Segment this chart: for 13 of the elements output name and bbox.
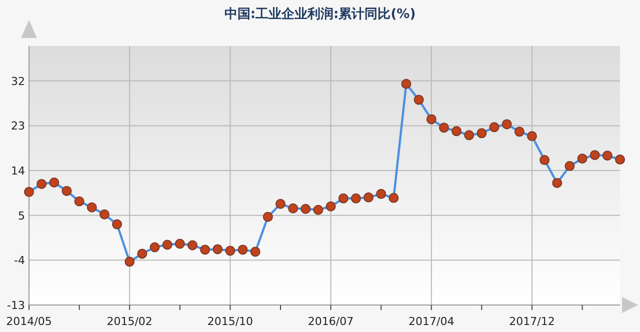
x-tick-label: 2015/10: [207, 315, 254, 328]
x-tick-label: 2017/12: [509, 315, 555, 328]
y-tick-label: 5: [18, 209, 25, 222]
x-tick-label: 2017/04: [408, 315, 454, 328]
x-tick-label: 2014/05: [6, 315, 52, 328]
y-tick-label: -4: [14, 254, 25, 268]
chart-title: 中国:工业企业利润:累计同比(%): [224, 6, 416, 22]
x-tick-label: 2015/02: [106, 315, 152, 328]
y-tick-label: 23: [11, 120, 25, 133]
y-tick-label: 14: [11, 164, 25, 178]
y-tick-label: 32: [11, 74, 25, 88]
x-tick-label: 2016/07: [308, 315, 354, 328]
y-tick-label: -13: [7, 299, 25, 312]
